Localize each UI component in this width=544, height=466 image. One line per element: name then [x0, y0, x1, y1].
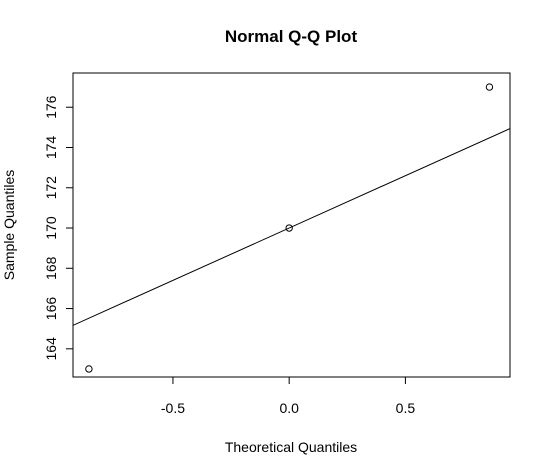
data-point: [285, 224, 293, 232]
y-tick-label: 164: [43, 337, 59, 361]
points-layer: [85, 83, 494, 373]
qq-reference-line: [73, 128, 510, 326]
x-tick-label: 0.0: [279, 400, 299, 416]
x-axis: -0.5 0.0 0.5: [161, 376, 416, 416]
x-tick-label: 0.5: [396, 400, 416, 416]
reference-line-layer: [73, 128, 510, 326]
y-tick-label: 174: [43, 136, 59, 160]
data-point: [485, 83, 494, 91]
x-tick-label: -0.5: [161, 400, 185, 416]
y-axis: 164 166 168 170 172 174 176: [43, 95, 74, 361]
y-tick-label: 168: [43, 256, 59, 280]
y-tick-label: 172: [43, 176, 59, 200]
data-point: [85, 365, 93, 373]
y-tick-label: 176: [43, 95, 59, 119]
chart-title: Normal Q-Q Plot: [225, 27, 358, 46]
y-axis-label: Sample Quantiles: [1, 170, 17, 281]
x-axis-label: Theoretical Quantiles: [225, 439, 357, 455]
y-tick-label: 170: [43, 216, 59, 240]
y-tick-label: 166: [43, 297, 59, 321]
plot-frame: [72, 72, 511, 378]
